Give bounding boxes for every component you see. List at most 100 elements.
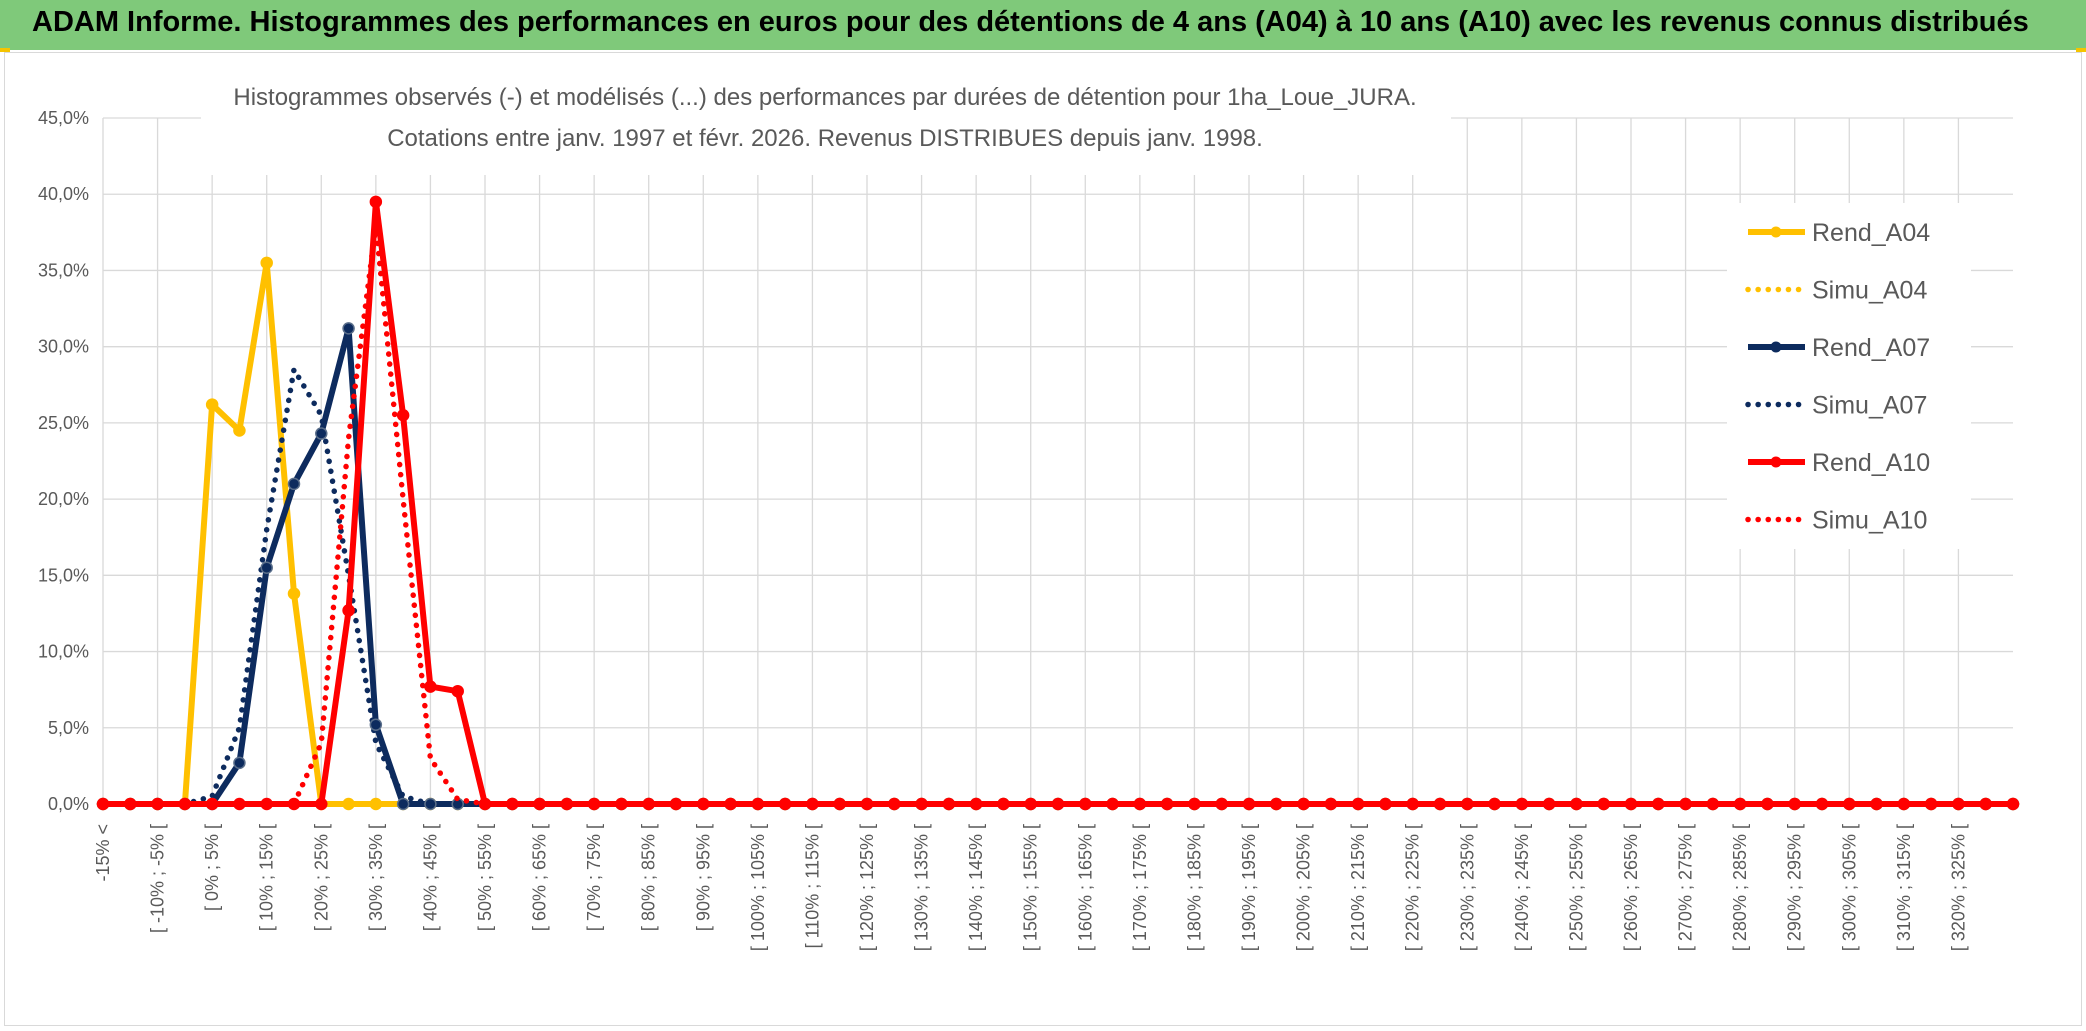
x-tick-label: [ 230% ; 235% [ xyxy=(1457,824,1477,951)
x-tick-label: [ 160% ; 165% [ xyxy=(1075,824,1095,951)
chart-area: 0,0% 5,0% 10,0% 15,0% 20,0% 25,0% 30,0% 35,0% 40… xyxy=(4,52,2082,1026)
report-title: ADAM Informe. Histogrammes des performan… xyxy=(32,6,2029,38)
data-point xyxy=(1461,797,1474,811)
data-point xyxy=(2006,797,2020,811)
x-tick-label: [ 200% ; 205% [ xyxy=(1294,824,1314,951)
y-tick-label: 10,0% xyxy=(38,642,89,662)
x-tick-label: [ 70% ; 75% [ xyxy=(584,824,604,931)
data-point xyxy=(778,797,792,811)
legend-label: Simu_A04 xyxy=(1812,277,1927,305)
y-tick-label: 0,0% xyxy=(48,794,89,814)
data-point xyxy=(1597,797,1610,811)
x-tick-label: [ 170% ; 175% [ xyxy=(1130,824,1150,951)
y-tick-label: 35,0% xyxy=(38,260,89,280)
data-point xyxy=(1679,797,1692,811)
x-tick-label: [ 90% ; 95% [ xyxy=(693,824,713,931)
data-point xyxy=(1406,797,1419,811)
data-point xyxy=(669,797,683,811)
x-tick-label: [ 260% ; 265% [ xyxy=(1621,824,1641,951)
data-point xyxy=(178,797,192,811)
data-point xyxy=(1570,797,1583,811)
data-point xyxy=(315,797,328,811)
data-point xyxy=(342,797,355,811)
y-tick-label: 45,0% xyxy=(38,108,89,128)
data-point xyxy=(369,195,383,209)
x-tick-label: [ 150% ; 155% [ xyxy=(1021,824,1041,951)
data-point xyxy=(1843,797,1856,811)
data-point xyxy=(151,797,164,811)
data-point xyxy=(1488,797,1501,811)
legend-label: Rend_A04 xyxy=(1812,219,1930,247)
data-point xyxy=(860,797,874,811)
x-tick-label: [ 120% ; 125% [ xyxy=(857,824,877,951)
x-tick-label: [ 130% ; 135% [ xyxy=(912,824,932,951)
x-tick-label: [ 270% ; 275% [ xyxy=(1676,824,1696,951)
data-point xyxy=(233,756,246,770)
legend-label: Rend_A10 xyxy=(1812,449,1930,477)
data-point xyxy=(124,797,137,811)
y-tick-label: 15,0% xyxy=(38,565,89,585)
x-tick-label: [ 110% ; 115% [ xyxy=(802,824,822,948)
x-tick-label: [ 250% ; 255% [ xyxy=(1566,824,1586,951)
data-point xyxy=(1215,797,1228,811)
x-tick-label: [ 40% ; 45% [ xyxy=(420,824,440,931)
chart-title: Histogrammes observés (-) et modélisés (… xyxy=(233,84,1416,111)
data-point xyxy=(1160,797,1174,811)
data-point xyxy=(1242,797,1256,811)
data-point xyxy=(1351,797,1365,811)
data-point xyxy=(369,797,383,811)
data-point xyxy=(506,797,519,811)
data-point xyxy=(1952,797,1965,811)
data-point xyxy=(205,797,219,811)
data-point xyxy=(1324,797,1338,811)
data-point xyxy=(697,797,710,811)
data-point xyxy=(342,604,355,617)
data-point xyxy=(205,398,219,411)
data-point xyxy=(1079,797,1092,811)
legend-label: Simu_A07 xyxy=(1812,392,1927,420)
x-tick-label: [ 280% ; 285% [ xyxy=(1730,824,1750,951)
data-point xyxy=(369,718,383,731)
data-point xyxy=(615,797,628,811)
data-point xyxy=(1652,797,1665,811)
legend-label: Simu_A10 xyxy=(1812,507,1927,535)
x-tick-label: [ 210% ; 215% [ xyxy=(1348,824,1368,951)
x-tick-label: [ 20% ; 25% [ xyxy=(311,824,331,931)
x-tick-label: [ 290% ; 295% [ xyxy=(1785,824,1805,951)
x-tick-label: [ 310% ; 315% [ xyxy=(1894,824,1914,951)
data-point xyxy=(287,477,301,491)
data-point xyxy=(1515,797,1529,811)
data-point xyxy=(451,684,464,698)
x-tick-label: -15% < xyxy=(93,824,113,882)
data-point xyxy=(342,322,355,335)
data-point xyxy=(1870,797,1883,811)
data-point xyxy=(1788,797,1801,811)
data-point xyxy=(424,680,437,693)
data-point xyxy=(287,587,301,600)
data-point xyxy=(396,797,410,811)
data-point xyxy=(233,424,246,437)
series-line-rend-a10 xyxy=(103,198,2013,807)
x-tick-label: [ 240% ; 245% [ xyxy=(1512,824,1532,951)
data-point xyxy=(96,797,110,811)
data-point xyxy=(1897,797,1911,811)
legend-marker xyxy=(1770,341,1782,353)
data-point xyxy=(1924,797,1938,811)
data-point xyxy=(1188,797,1201,811)
data-point xyxy=(587,797,601,811)
legend-label: Rend_A07 xyxy=(1812,334,1930,362)
data-point xyxy=(997,797,1010,811)
data-point xyxy=(533,797,546,811)
x-tick-label: [ 0% ; 5% [ xyxy=(202,824,222,911)
x-tick-label: [ 320% ; 325% [ xyxy=(1948,824,1968,951)
x-tick-label: [ 80% ; 85% [ xyxy=(639,824,659,931)
data-point xyxy=(260,256,273,270)
legend-background xyxy=(1727,203,1971,549)
data-point xyxy=(806,797,819,811)
chart-subtitle: Cotations entre janv. 1997 et févr. 2026… xyxy=(387,125,1263,152)
y-tick-label: 30,0% xyxy=(38,337,89,357)
x-tick-label: [ 300% ; 305% [ xyxy=(1839,824,1859,951)
data-point xyxy=(942,797,956,811)
series-line-rend-a07 xyxy=(103,325,2013,807)
legend-marker xyxy=(1770,226,1782,238)
